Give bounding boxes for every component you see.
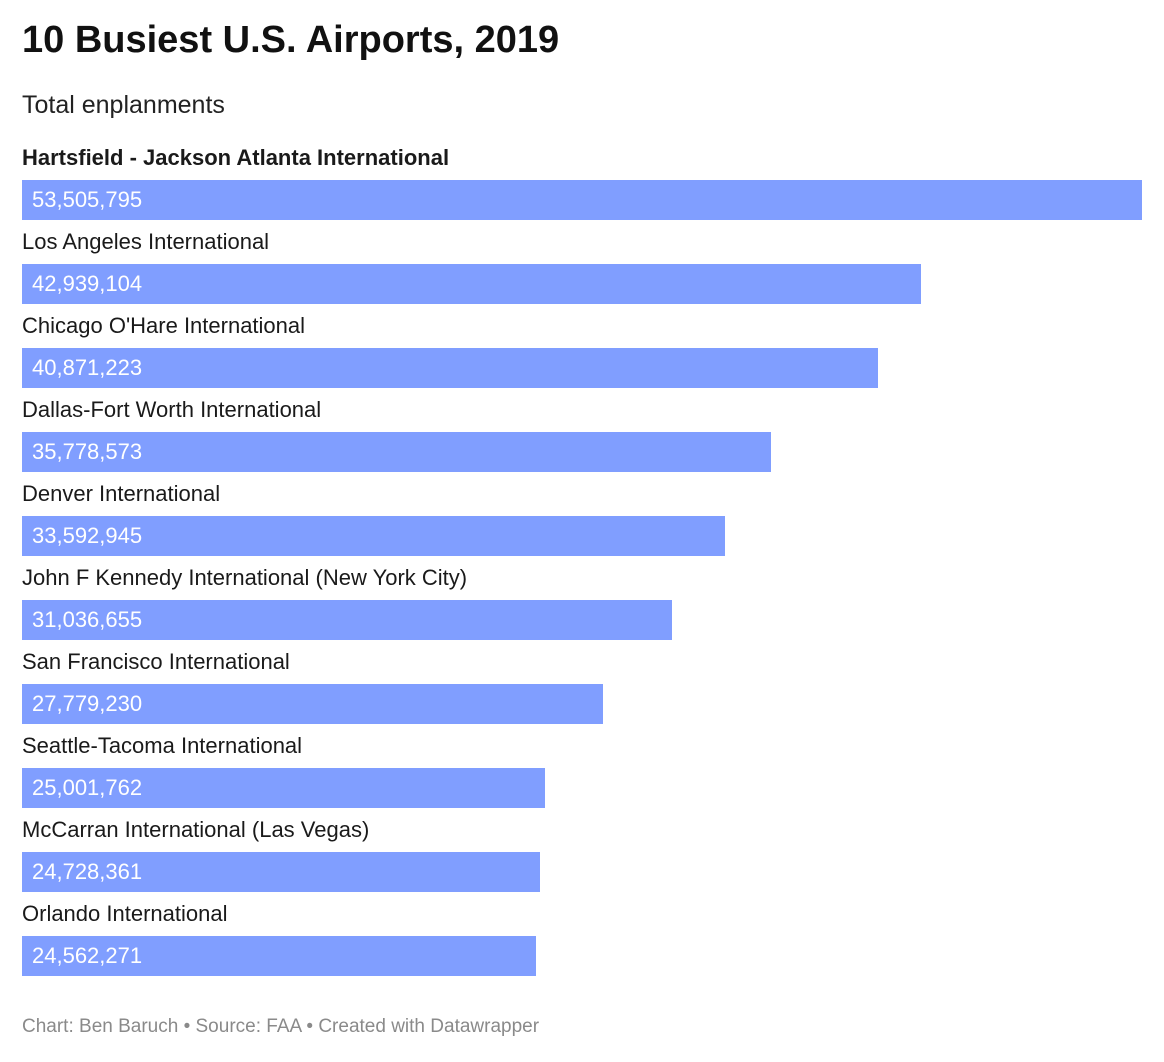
bar-rows: Hartsfield - Jackson Atlanta Internation… (22, 142, 1142, 982)
bar-row: Denver International 33,592,945 (22, 478, 1142, 562)
bar: 31,036,655 (22, 600, 672, 640)
category-label: Denver International (22, 481, 221, 506)
bar-value-label: 24,728,361 (32, 859, 143, 884)
bar-value-label: 31,036,655 (32, 607, 143, 632)
bar: 42,939,104 (22, 264, 921, 304)
bar-row: McCarran International (Las Vegas) 24,728… (22, 814, 1142, 898)
category-label: Los Angeles International (22, 229, 270, 254)
bar: 35,778,573 (22, 432, 771, 472)
category-label: Chicago O'Hare International (22, 313, 306, 338)
category-label: McCarran International (Las Vegas) (22, 817, 370, 842)
category-label: Hartsfield - Jackson Atlanta Internation… (22, 145, 450, 170)
bar-row: Seattle-Tacoma International 25,001,762 (22, 730, 1142, 814)
bar: 40,871,223 (22, 348, 878, 388)
chart-title: 10 Busiest U.S. Airports, 2019 (22, 19, 560, 61)
bar-row: Los Angeles International 42,939,104 (22, 226, 1142, 310)
category-label: John F Kennedy International (New York C… (22, 565, 468, 590)
bar: 24,728,361 (22, 852, 540, 892)
category-label: Dallas-Fort Worth International (22, 397, 322, 422)
bar: 24,562,271 (22, 936, 536, 976)
bar-row: San Francisco International 27,779,230 (22, 646, 1142, 730)
bar-value-label: 53,505,795 (32, 187, 143, 212)
bar-row: Chicago O'Hare International 40,871,223 (22, 310, 1142, 394)
bar-row: Hartsfield - Jackson Atlanta Internation… (22, 142, 1142, 226)
bar: 25,001,762 (22, 768, 545, 808)
bar-value-label: 33,592,945 (32, 523, 143, 548)
category-label: Seattle-Tacoma International (22, 733, 303, 758)
bar-value-label: 35,778,573 (32, 439, 143, 464)
bar-value-label: 27,779,230 (32, 691, 143, 716)
chart-subtitle: Total enplanments (22, 91, 225, 119)
chart-footer: Chart: Ben Baruch • Source: FAA • Create… (22, 1016, 540, 1037)
bar: 33,592,945 (22, 516, 725, 556)
bar-row: John F Kennedy International (New York C… (22, 562, 1142, 646)
bar-value-label: 25,001,762 (32, 775, 143, 800)
bar-row: Dallas-Fort Worth International 35,778,57… (22, 394, 1142, 478)
bar-row: Orlando International 24,562,271 (22, 898, 1142, 982)
category-label: Orlando International (22, 901, 228, 926)
category-label: San Francisco International (22, 649, 290, 674)
bar: 27,779,230 (22, 684, 603, 724)
bar-value-label: 42,939,104 (32, 271, 143, 296)
bar-value-label: 24,562,271 (32, 943, 143, 968)
bar-value-label: 40,871,223 (32, 355, 143, 380)
bar: 53,505,795 (22, 180, 1142, 220)
